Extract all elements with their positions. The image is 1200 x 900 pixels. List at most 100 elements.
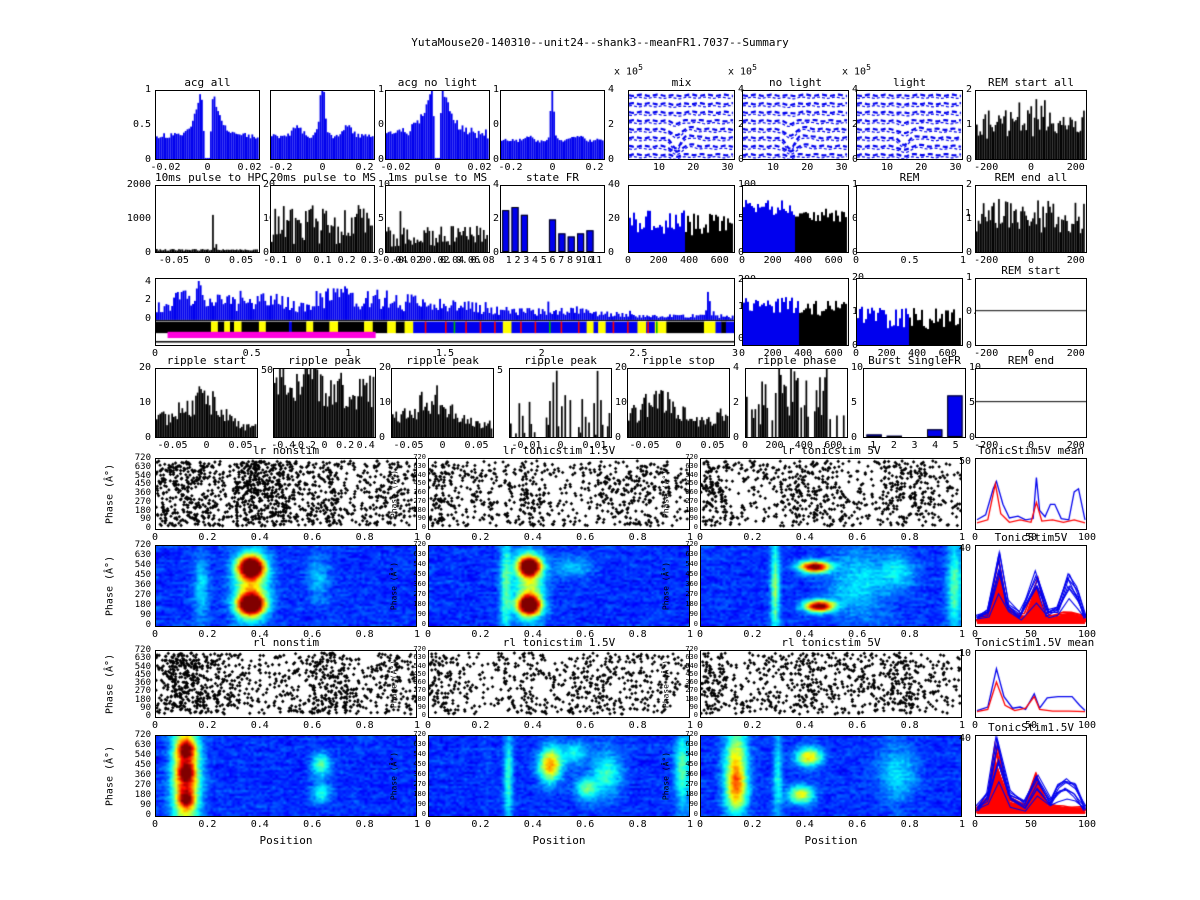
raster-lr-tonic5-xtick-3: 0.6 <box>848 532 867 543</box>
acg-nolight-coarse-ytick-r-2: 0 <box>608 154 615 165</box>
heat-rl-tonic15-phase-tick-1: 630 <box>413 740 426 748</box>
waveform-mix-scale-base: x 10 <box>614 66 639 78</box>
heat-lr-tonic15-xtick-5: 1 <box>686 629 694 640</box>
bundle-tonic15-ytick-l-0: 40 <box>958 733 971 745</box>
heat-lr-nonstim-plot <box>156 546 416 626</box>
raster-lr-tonic15-phase-tick-2: 540 <box>413 470 426 479</box>
pulse-1ms-ms-xtick-0: -0.04 <box>377 255 408 266</box>
raster-lr-tonic5-phase-tick-4: 360 <box>685 488 698 496</box>
burst-single-xtick-1: 2 <box>890 440 897 451</box>
heat-lr-tonic15-phase-tick-2: 540 <box>413 560 426 568</box>
raster-rl-tonic15-title: rl tonicstim 1.5V <box>502 636 616 649</box>
heat-rl-nonstim-phase-tick-5: 270 <box>134 780 151 790</box>
acg-all-coarse-xtick-0: -0.2 <box>268 162 293 173</box>
bundle-tonic15 <box>975 735 1087 817</box>
raster-lr-tonic15-plot <box>429 459 689 529</box>
burst-single-ytick-r-2: 0 <box>969 432 976 443</box>
raster-lr-tonic5 <box>700 458 962 530</box>
heat-lr-nonstim-phase-tick-3: 450 <box>134 570 151 580</box>
session-rate-xtick-3: 1.5 <box>435 348 455 359</box>
waveform-light-ytick-r-2: 0 <box>966 154 973 165</box>
run-hist-1 <box>742 278 849 346</box>
fr-hist-mix-ytick-r-2: 0 <box>738 247 786 258</box>
raster-rl-nonstim-phase-tick-0: 720 <box>134 645 151 655</box>
burst-single-title: Burst SingleFR <box>868 354 961 367</box>
rem-start-line-xtick-0: -200 <box>974 348 999 359</box>
heat-rl-nonstim-phase-tick-6: 180 <box>134 790 151 800</box>
session-rate-ytick-r-2: 0 <box>738 333 786 344</box>
ripple-phase-xtick-1: 200 <box>765 440 784 451</box>
waveform-light-title: light <box>892 76 927 89</box>
ripple-peak-3-ytick-r-1: 10 <box>615 397 628 408</box>
raster-lr-tonic5-phase-tick-5: 270 <box>685 496 698 505</box>
raster-lr-nonstim-phase-tick-7: 90 <box>140 514 151 525</box>
acg-all-coarse <box>270 90 375 160</box>
raster-rl-tonic5-phase-tick-1: 630 <box>685 653 698 662</box>
heat-rl-tonic5-plot <box>701 736 961 816</box>
acg-all-fine <box>155 90 260 160</box>
ripple-start-xtick-0: -0.05 <box>157 440 188 451</box>
pulse-20ms-ms-title: 20ms pulse to MS <box>270 171 376 184</box>
heat-rl-nonstim-xtick-5: 1 <box>413 819 421 830</box>
state-fr-xtick-4: 5 <box>540 255 547 266</box>
ripple-peak-1-xtick-1: -0.2 <box>291 440 316 451</box>
pulse-10ms-hpc-title: 10ms pulse to HPC <box>155 171 268 184</box>
heat-lr-tonic15-phase-tick-1: 630 <box>413 550 426 558</box>
heat-rl-tonic15-phase-tick-3: 450 <box>413 760 426 768</box>
waveform-light-scale-exp: 5 <box>866 63 871 72</box>
heat-lr-nonstim-phase-tick-6: 180 <box>134 600 151 610</box>
heat-lr-tonic5-phase-tick-4: 360 <box>685 580 698 588</box>
pulse-20ms-ms-xtick-4: 0.3 <box>360 255 379 266</box>
raster-lr-tonic15-xtick-0: 0 <box>424 532 432 543</box>
waveform-nolight-ytick-r-1: 2 <box>852 119 900 130</box>
pulse-1ms-ms-ytick-r-2: 0 <box>493 247 500 258</box>
raster-lr-nonstim-plot <box>156 459 416 529</box>
state-fr-plot <box>501 186 604 252</box>
heat-rl-tonic15-phase-tick-7: 90 <box>417 800 426 808</box>
raster-lr-tonic5-phase-tick-2: 540 <box>685 470 698 479</box>
acg-nolight-fine-ytick-r-0: 1 <box>493 84 500 95</box>
pulse-10ms-hpc-xtick-1: 0 <box>204 255 211 266</box>
waveform-light <box>856 90 963 160</box>
raster-lr-nonstim-phase-ylabel: Phase (Â°) <box>104 463 116 525</box>
heat-rl-tonic5-xtick-1: 0.2 <box>743 819 762 830</box>
bundle-tonic5-ytick-l-0: 40 <box>958 543 971 555</box>
rem-end-line-xtick-0: -200 <box>974 440 999 451</box>
heat-rl-nonstim-xtick-1: 0.2 <box>198 819 217 830</box>
waveform-nolight-xtick-0: 10 <box>766 162 780 173</box>
pulse-20ms-ms-plot <box>271 186 374 252</box>
heat-rl-tonic5-phase-tick-5: 270 <box>685 780 698 788</box>
raster-rl-tonic5-xtick-5: 1 <box>958 720 966 731</box>
state-fr-ytick-r-2: 0 <box>608 247 615 258</box>
rem-empty-xtick-2: 1 <box>959 255 967 266</box>
heat-rl-tonic15-xtick-3: 0.6 <box>576 819 595 830</box>
acg-all-coarse-xtick-2: 0.2 <box>355 162 374 173</box>
session-rate-ytick-l-1: 2 <box>144 294 151 306</box>
raster-lr-nonstim-title: lr nonstim <box>252 444 320 457</box>
burst-single-xtick-2: 3 <box>911 440 918 451</box>
run-hist-2-ytick-r-2: 0 <box>966 340 973 351</box>
raster-rl-tonic5-phase-tick-0: 720 <box>685 645 698 653</box>
ripple-stop-ytick-r-0: 4 <box>733 362 740 373</box>
bundle-tonic5 <box>975 545 1087 627</box>
rem-end-all-plot <box>976 186 1086 252</box>
raster-lr-tonic15-xtick-2: 0.4 <box>523 532 542 543</box>
heat-lr-tonic5 <box>700 545 962 627</box>
heat-rl-nonstim-xtick-2: 0.4 <box>250 819 269 830</box>
raster-rl-tonic15-xtick-5: 1 <box>686 720 694 731</box>
waveform-light-plot <box>857 91 962 159</box>
waveform-nolight-scale-base: x 10 <box>728 66 753 78</box>
mean-tonic5-xtick-1: 50 <box>1024 532 1038 543</box>
raster-rl-nonstim-xtick-1: 0.2 <box>198 720 217 731</box>
bundle-tonic5-xtick-0: 0 <box>971 629 979 640</box>
ripple-peak-1-ytick-r-0: 20 <box>379 362 392 373</box>
raster-lr-tonic5-phase-tick-3: 450 <box>685 479 698 488</box>
ripple-start-ytick-l-2: 0 <box>144 432 151 443</box>
heat-lr-tonic15-phase-tick-5: 270 <box>413 590 426 598</box>
acg-nolight-fine <box>385 90 490 160</box>
raster-rl-tonic5-phase-tick-6: 180 <box>685 694 698 703</box>
ripple-peak-1-xtick-4: 0.4 <box>356 440 375 451</box>
rem-end-all-xtick-0: -200 <box>974 255 999 266</box>
state-fr-xtick-9: 10 <box>581 255 594 266</box>
